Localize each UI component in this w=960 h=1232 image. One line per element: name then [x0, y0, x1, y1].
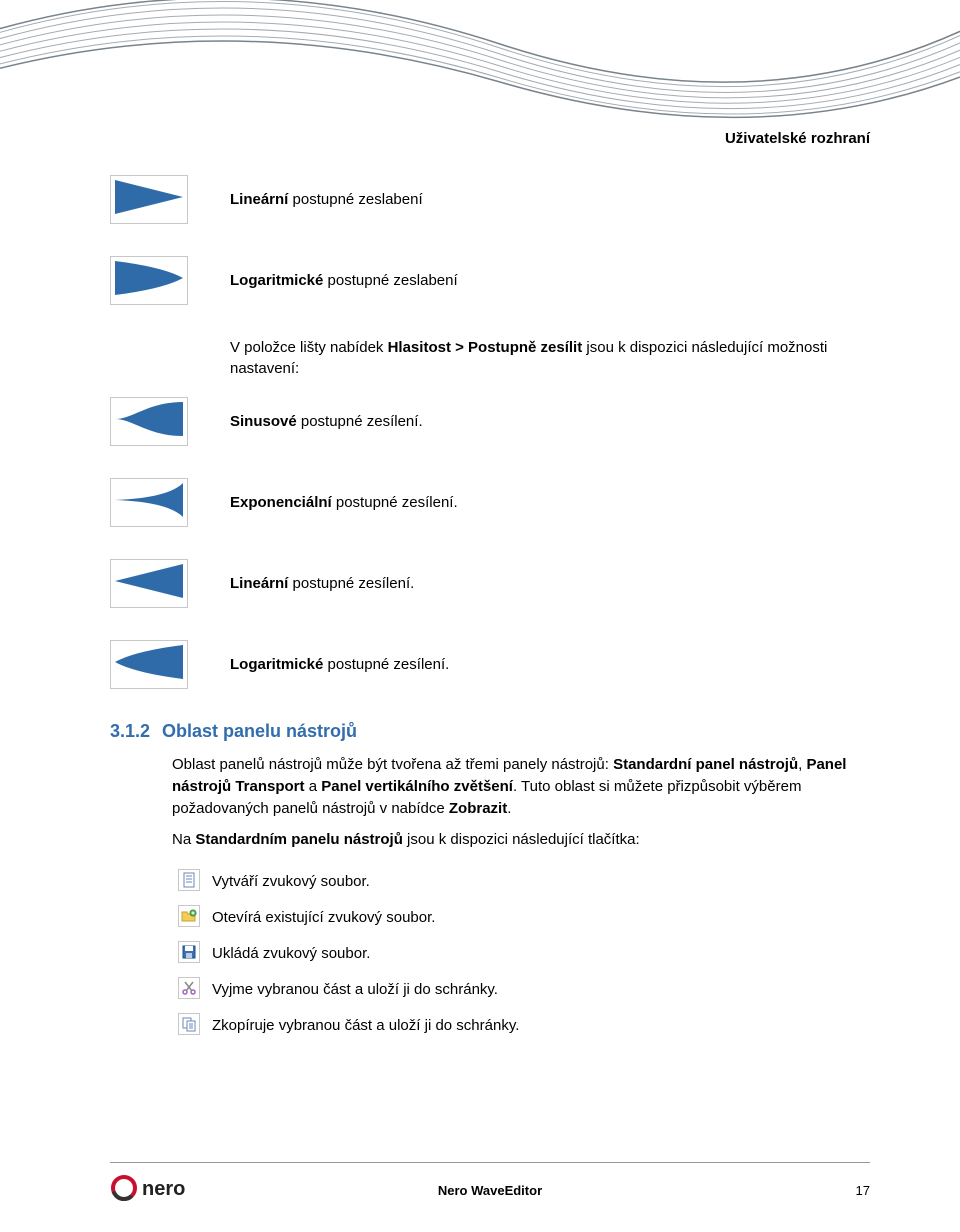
section-heading: 3.1.2Oblast panelu nástrojů — [110, 721, 870, 742]
fadein-label-sine-bold: Sinusové — [230, 413, 297, 430]
p1-b4: Zobrazit — [449, 800, 507, 817]
footer-page-number: 17 — [856, 1183, 870, 1198]
fadein-label-linear-bold: Lineární — [230, 575, 288, 592]
fadeout-label-linear-rest: postupné zeslabení — [288, 191, 422, 208]
fadeout-label-log-rest: postupné zeslabení — [323, 272, 457, 289]
fadein-row-linear: Lineární postupné zesílení. — [110, 559, 870, 608]
open-file-icon — [178, 905, 200, 927]
fadein-label-log-bold: Logaritmické — [230, 656, 323, 673]
button-label-save: Ukládá zvukový soubor. — [206, 945, 370, 962]
page-header: Uživatelské rozhraní — [110, 130, 870, 147]
section-number: 3.1.2 — [110, 721, 162, 742]
intro-bold: Hlasitost > Postupně zesílit — [388, 339, 583, 356]
linear-fadein-icon — [110, 559, 188, 608]
p2-b: Standardním panelu nástrojů — [195, 831, 403, 848]
fadein-row-log: Logaritmické postupné zesílení. — [110, 640, 870, 689]
fadein-label-exp: Exponenciální postupné zesílení. — [220, 494, 458, 511]
fadein-label-sine-rest: postupné zesílení. — [297, 413, 423, 430]
fadeout-row-linear: Lineární postupné zeslabení — [110, 175, 870, 224]
button-label-copy: Zkopíruje vybranou část a uloží ji do sc… — [206, 1017, 519, 1034]
p1-b3: Panel vertikálního zvětšení — [321, 778, 513, 795]
log-fadeout-icon — [110, 256, 188, 305]
save-file-icon — [178, 941, 200, 963]
p1-end: . — [507, 800, 511, 817]
button-label-open: Otevírá existující zvukový soubor. — [206, 909, 435, 926]
svg-text:nero: nero — [142, 1178, 185, 1200]
fadein-label-exp-rest: postupné zesílení. — [332, 494, 458, 511]
intro-pre: V položce lišty nabídek — [230, 339, 388, 356]
fadein-label-sine: Sinusové postupné zesílení. — [220, 413, 423, 430]
section-paragraph-2: Na Standardním panelu nástrojů jsou k di… — [172, 829, 870, 851]
section-title: Oblast panelu nástrojů — [162, 721, 357, 741]
fadeout-label-linear-bold: Lineární — [230, 191, 288, 208]
button-row-cut: Vyjme vybranou část a uloží ji do schrán… — [172, 971, 870, 1007]
header-decoration — [0, 0, 960, 120]
toolbar-button-list: Vytváří zvukový soubor. Otevírá existují… — [172, 863, 870, 1043]
p1-mid2: a — [305, 778, 322, 795]
button-label-cut: Vyjme vybranou část a uloží ji do schrán… — [206, 981, 498, 998]
fadein-row-sine: Sinusové postupné zesílení. — [110, 397, 870, 446]
button-row-open: Otevírá existující zvukový soubor. — [172, 899, 870, 935]
linear-fadeout-icon — [110, 175, 188, 224]
p2-pre: Na — [172, 831, 195, 848]
nero-logo: nero — [110, 1173, 206, 1208]
button-row-new: Vytváří zvukový soubor. — [172, 863, 870, 899]
footer-product: Nero WaveEditor — [438, 1183, 542, 1198]
button-label-new: Vytváří zvukový soubor. — [206, 873, 370, 890]
fadeout-label-log: Logaritmické postupné zeslabení — [220, 272, 458, 289]
fadeout-row-log: Logaritmické postupné zeslabení — [110, 256, 870, 305]
new-file-icon — [178, 869, 200, 891]
sine-fadein-icon — [110, 397, 188, 446]
page-footer: nero Nero WaveEditor 17 — [110, 1162, 870, 1208]
p2-post: jsou k dispozici následující tlačítka: — [403, 831, 640, 848]
fadeout-label-linear: Lineární postupné zeslabení — [220, 191, 423, 208]
fadeout-label-log-bold: Logaritmické — [230, 272, 323, 289]
fadein-label-log: Logaritmické postupné zesílení. — [220, 656, 449, 673]
exp-fadein-icon — [110, 478, 188, 527]
button-row-save: Ukládá zvukový soubor. — [172, 935, 870, 971]
log-fadein-icon — [110, 640, 188, 689]
p1-pre: Oblast panelů nástrojů může být tvořena … — [172, 756, 613, 773]
cut-icon — [178, 977, 200, 999]
fadein-label-log-rest: postupné zesílení. — [323, 656, 449, 673]
fadein-label-linear: Lineární postupné zesílení. — [220, 575, 414, 592]
button-row-copy: Zkopíruje vybranou část a uloží ji do sc… — [172, 1007, 870, 1043]
section-paragraph-1: Oblast panelů nástrojů může být tvořena … — [172, 754, 870, 819]
intro-text: V položce lišty nabídek Hlasitost > Post… — [230, 337, 850, 379]
fadein-row-exp: Exponenciální postupné zesílení. — [110, 478, 870, 527]
copy-icon — [178, 1013, 200, 1035]
p1-b1: Standardní panel nástrojů — [613, 756, 798, 773]
fadein-label-exp-bold: Exponenciální — [230, 494, 332, 511]
fadein-label-linear-rest: postupné zesílení. — [288, 575, 414, 592]
